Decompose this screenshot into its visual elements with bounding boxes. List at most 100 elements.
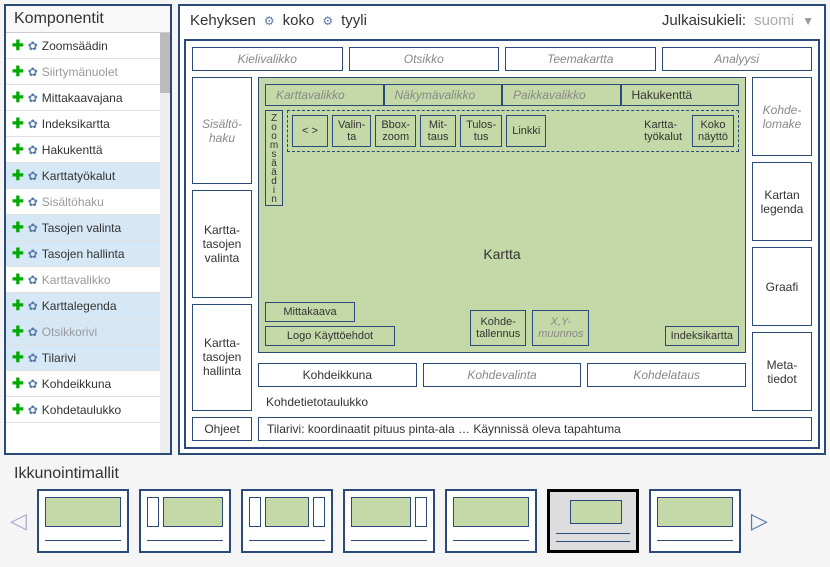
template-thumb[interactable] [445,489,537,553]
layout-box[interactable]: Kohdeikkuna [258,363,417,387]
size-link[interactable]: koko [283,12,315,29]
add-icon[interactable]: ✚ [12,89,24,106]
layout-box[interactable]: Graafi [752,247,812,326]
add-icon[interactable]: ✚ [12,141,24,158]
component-item[interactable]: ✚ ✿ Otsikkorivi [6,319,170,345]
add-icon[interactable]: ✚ [12,219,24,236]
map-tab[interactable]: Näkymävalikko [384,84,503,106]
add-icon[interactable]: ✚ [12,193,24,210]
gear-icon[interactable]: ✿ [28,169,38,183]
layout-box[interactable]: Sisältö- haku [192,77,252,184]
component-item[interactable]: ✚ ✿ Sisältöhaku [6,189,170,215]
layout-box[interactable]: Kohde- lomake [752,77,812,156]
gear-icon[interactable]: ⚙ [322,14,333,28]
map-tool[interactable]: Tulos- tus [460,115,502,147]
prev-arrow[interactable]: ◁ [10,508,27,534]
logo-box[interactable]: Logo Käyttöehdot [265,326,395,346]
map-tab[interactable]: Karttavalikko [265,84,384,106]
gear-icon[interactable]: ✿ [28,273,38,287]
map-tab[interactable]: Paikkavalikko [502,84,621,106]
map-tool[interactable]: < > [292,115,328,147]
scrollbar[interactable] [160,33,170,453]
map-tool[interactable]: Bbox- zoom [375,115,416,147]
lang-value[interactable]: suomi [754,12,794,29]
component-label: Sisältöhaku [42,195,104,209]
map-tab[interactable]: Hakukenttä [621,84,740,106]
component-item[interactable]: ✚✿Tilarivi [6,345,170,371]
xy-box[interactable]: X,Y- muunnos [532,310,589,346]
add-icon[interactable]: ✚ [12,245,24,262]
component-item[interactable]: ✚✿Kohdeikkuna [6,371,170,397]
layout-box[interactable]: Kartta- tasojen valinta [192,190,252,297]
component-item[interactable]: ✚✿Siirtymänuolet [6,59,170,85]
layout-box[interactable]: Kartan legenda [752,162,812,241]
add-icon[interactable]: ✚ [12,401,24,418]
component-item[interactable]: ✚✿Karttatyökalut [6,163,170,189]
template-thumb[interactable] [37,489,129,553]
component-item[interactable]: ✚✿Indeksikartta [6,111,170,137]
scroll-thumb[interactable] [160,33,170,93]
layout-box[interactable]: Teemakartta [505,47,656,71]
add-icon[interactable]: ✚ [12,349,24,366]
dropdown-icon[interactable]: ▼ [802,14,814,28]
index-box[interactable]: Indeksikartta [665,326,739,346]
save-box[interactable]: Kohde- tallennus [470,310,526,346]
add-icon[interactable]: ✚ [12,271,24,288]
template-thumb[interactable] [649,489,741,553]
layout-box[interactable]: Kohdevalinta [423,363,582,387]
component-item[interactable]: ✚✿Hakukenttä [6,137,170,163]
components-list: ✚✿Zoomsäädin✚✿Siirtymänuolet✚✿Mittakaava… [6,33,170,453]
gear-icon[interactable]: ✿ [28,195,38,209]
add-icon[interactable]: ✚ [12,323,24,340]
add-icon[interactable]: ✚ [12,375,24,392]
gear-icon[interactable]: ✿ [28,299,38,313]
gear-icon[interactable]: ✿ [28,117,38,131]
gear-icon[interactable]: ✿ [28,247,38,261]
help-box[interactable]: Ohjeet [192,417,252,441]
layout-box[interactable]: Kielivalikko [192,47,343,71]
add-icon[interactable]: ✚ [12,63,24,80]
add-icon[interactable]: ✚ [12,37,24,54]
component-label: Otsikkorivi [42,325,97,339]
component-item[interactable]: ✚✿Karttavalikko [6,267,170,293]
tools-group: < >Valin- taBbox- zoomMit- tausTulos- tu… [287,110,739,152]
template-thumb[interactable] [139,489,231,553]
gear-icon[interactable]: ✿ [28,221,38,235]
layout-box[interactable]: Meta- tiedot [752,332,812,411]
add-icon[interactable]: ✚ [12,297,24,314]
layout-box[interactable]: Analyysi [662,47,813,71]
layout-box[interactable]: Otsikko [349,47,500,71]
map-tool[interactable]: Valin- ta [332,115,371,147]
template-thumb[interactable] [343,489,435,553]
gear-icon[interactable]: ✿ [28,403,38,417]
gear-icon[interactable]: ✿ [28,143,38,157]
component-item[interactable]: ✚✿Tasojen hallinta [6,241,170,267]
map-tool[interactable]: Linkki [506,115,546,147]
gear-icon[interactable]: ✿ [28,325,38,339]
tool-group-label: Kartta- työkalut [638,115,688,147]
component-item[interactable]: ✚✿Zoomsäädin [6,33,170,59]
gear-icon[interactable]: ✿ [28,39,38,53]
add-icon[interactable]: ✚ [12,115,24,132]
fullscreen-tool[interactable]: Koko näyttö [692,115,734,147]
gear-icon[interactable]: ✿ [28,351,38,365]
template-thumb[interactable] [241,489,333,553]
zoom-slider[interactable]: Zoomsäädin [265,110,283,206]
layout-box[interactable]: Kohdelataus [587,363,746,387]
scale-box[interactable]: Mittakaava [265,302,355,322]
gear-icon[interactable]: ✿ [28,91,38,105]
gear-icon[interactable]: ✿ [28,377,38,391]
component-item[interactable]: ✚✿Tasojen valinta [6,215,170,241]
next-arrow[interactable]: ▷ [751,508,768,534]
layout-box[interactable]: Kartta- tasojen hallinta [192,304,252,411]
component-item[interactable]: ✚✿Mittakaavajana [6,85,170,111]
gear-icon[interactable]: ⚙ [264,14,275,28]
component-item[interactable]: ✚✿Karttalegenda [6,293,170,319]
frame-label: Kehyksen [190,12,256,29]
template-thumb-selected[interactable] [547,489,639,553]
map-tool[interactable]: Mit- taus [420,115,456,147]
add-icon[interactable]: ✚ [12,167,24,184]
gear-icon[interactable]: ✿ [28,65,38,79]
component-item[interactable]: ✚✿Kohdetaulukko [6,397,170,423]
style-link[interactable]: tyyli [341,12,367,29]
